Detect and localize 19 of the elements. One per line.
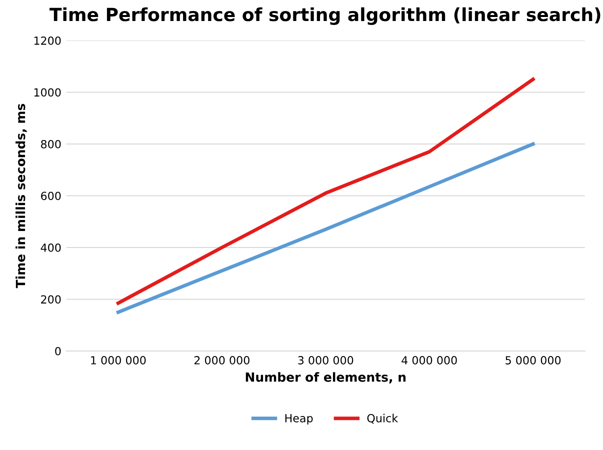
y-tick-label: 400 xyxy=(40,243,61,252)
legend-label: Heap xyxy=(285,414,313,425)
y-tick-label: 1000 xyxy=(34,88,61,97)
x-axis-title: Number of elements, n xyxy=(246,372,406,384)
y-axis-title: Time in millis seconds, ms xyxy=(16,104,27,288)
line-series xyxy=(116,78,535,305)
y-tick-label: 800 xyxy=(41,140,61,148)
y-tick-label: 600 xyxy=(41,192,61,200)
line-series xyxy=(116,142,535,314)
y-tick-label: 1200 xyxy=(34,36,61,45)
x-tick-label: 4 000 000 xyxy=(402,356,457,364)
legend-label: Quick xyxy=(367,414,398,424)
x-tick-label: 5 000 000 xyxy=(506,356,561,364)
x-tick-label: 3 000 000 xyxy=(298,356,354,364)
x-tick-label: 2 000 000 xyxy=(194,356,250,364)
x-tick-label: 1 000 000 xyxy=(91,356,146,364)
chart-title: Time Performance of sorting algorithm (linear search) xyxy=(50,7,600,25)
y-tick-label: 200 xyxy=(41,295,61,304)
y-tick-label: 0 xyxy=(55,346,61,356)
